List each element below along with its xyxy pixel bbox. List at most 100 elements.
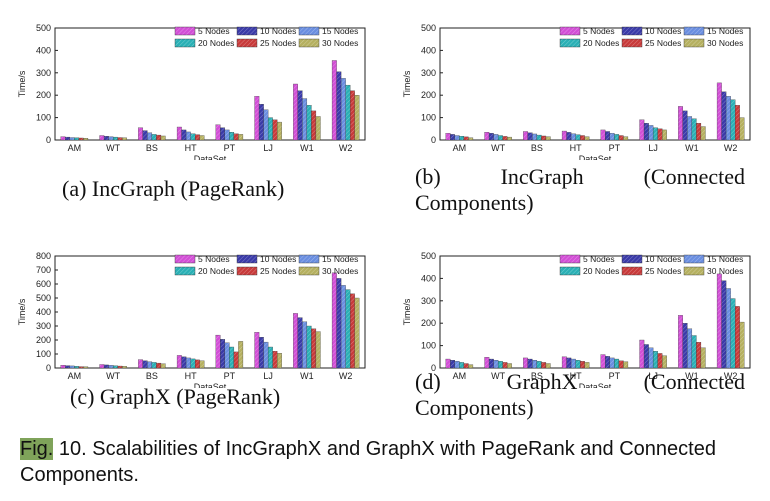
chart-panel-b: 0 100 200 300 400 500 Time/s AM WT BS HT PT LJ W1 W2 Da… [385, 0, 770, 160]
bar-AM-series-3 [459, 362, 465, 369]
bar-LJ-series-4 [657, 353, 663, 369]
x-tick-label: BS [146, 143, 158, 153]
bar-WT-series-1 [488, 133, 494, 141]
legend-swatch [559, 26, 581, 36]
bar-AM-series-2 [454, 361, 460, 369]
x-tick-label: WT [491, 143, 505, 153]
bar-WT-series-5 [507, 136, 512, 141]
bar-W2-series-1 [721, 91, 727, 141]
x-tick-label: AM [453, 371, 467, 381]
bar-PT-series-1 [605, 356, 611, 369]
bar-PT-series-5 [623, 361, 629, 369]
bar-BS-series-3 [151, 134, 157, 141]
bar-HT-series-2 [570, 133, 576, 141]
subcaption-a: (a) IncGraph (PageRank) [62, 176, 285, 201]
plot-frame [439, 27, 751, 141]
x-tick-label: HT [185, 143, 197, 153]
bar-HT-series-1 [566, 357, 572, 369]
bar-W1-series-4 [311, 328, 317, 369]
bar-LJ-series-5 [277, 121, 282, 141]
bar-W1-series-0 [678, 106, 683, 141]
bar-W1-series-2 [302, 98, 308, 141]
bar-LJ-series-0 [254, 96, 260, 141]
y-tick-label: 300 [421, 68, 436, 78]
legend-swatch [236, 254, 258, 264]
bar-W1-series-4 [696, 342, 702, 369]
x-tick-label: AM [453, 143, 467, 153]
figure-caption-text: 10. Scalabilities of IncGraphX and Graph… [20, 438, 716, 486]
bar-HT-series-5 [584, 136, 590, 141]
bar-W1-series-5 [700, 126, 706, 141]
y-tick-label: 500 [36, 293, 51, 303]
y-axis-label: Time/s [402, 70, 412, 97]
x-tick-label: PT [609, 371, 621, 381]
bar-WT-series-0 [484, 357, 490, 369]
legend-label: 5 Nodes [583, 254, 615, 264]
y-tick-label: 100 [421, 113, 436, 123]
bar-HT-series-4 [579, 361, 585, 369]
legend-swatch [621, 26, 643, 36]
x-tick-label: WT [106, 143, 120, 153]
bar-W1-series-3 [306, 105, 312, 141]
legend-label: 15 Nodes [707, 254, 743, 264]
y-tick-label: 500 [421, 251, 436, 261]
bar-W1-series-4 [311, 110, 317, 141]
bar-WT-series-3 [112, 136, 118, 141]
bar-AM-series-2 [454, 135, 460, 141]
y-tick-label: 300 [36, 68, 51, 78]
x-tick-label: PT [609, 143, 621, 153]
bar-W1-series-1 [682, 323, 688, 369]
bar-W2-series-1 [336, 278, 342, 369]
bar-HT-series-0 [176, 126, 182, 141]
bar-LJ-series-4 [272, 351, 278, 369]
legend-label: 30 Nodes [707, 266, 743, 276]
bar-PT-series-4 [233, 351, 239, 369]
legend-swatch [174, 254, 196, 264]
bar-PT-series-2 [609, 357, 615, 369]
y-tick-label: 500 [36, 23, 51, 33]
y-tick-label: 400 [36, 45, 51, 55]
legend-label: 25 Nodes [260, 38, 296, 48]
bar-AM-series-4 [78, 137, 84, 141]
x-axis-label: DataSet [194, 382, 227, 388]
bar-LJ-series-4 [272, 119, 278, 141]
legend-swatch [683, 38, 705, 48]
y-tick-label: 0 [46, 135, 51, 145]
legend-swatch [174, 38, 196, 48]
bar-W2-series-5 [354, 95, 360, 141]
bar-HT-series-1 [181, 356, 187, 369]
bar-PT-series-3 [614, 358, 620, 369]
plot-frame [54, 27, 366, 141]
legend-swatch [621, 254, 643, 264]
bar-HT-series-0 [176, 355, 182, 369]
bar-BS-series-3 [151, 362, 157, 369]
bar-LJ-series-5 [662, 355, 667, 369]
bar-W1-series-3 [691, 118, 697, 141]
plot-frame [439, 255, 751, 369]
bar-HT-series-4 [194, 359, 200, 369]
bar-WT-series-2 [493, 134, 499, 141]
x-tick-label: W2 [724, 371, 738, 381]
bar-W2-series-3 [730, 298, 736, 369]
chart-c: 0 100 200 300 400 500 600 700 800 Time/s AM WT BS HT P… [17, 251, 366, 388]
bar-W2-series-4 [734, 306, 740, 369]
bar-W1-series-2 [302, 321, 308, 369]
bar-BS-series-0 [138, 127, 143, 141]
bar-AM-series-0 [60, 136, 66, 141]
bar-PT-series-0 [600, 129, 606, 141]
bar-W1-series-3 [691, 335, 697, 369]
bar-LJ-series-0 [639, 119, 645, 141]
figure-caption: Fig. 10. Scalabilities of IncGraphX and … [20, 436, 760, 488]
y-tick-label: 200 [421, 318, 436, 328]
bar-AM-series-0 [445, 358, 451, 369]
subcaption-b: (b) IncGraph (Connected Components) [415, 164, 745, 215]
bar-WT-series-4 [117, 365, 123, 369]
bar-W2-series-5 [739, 321, 745, 369]
bar-W2-series-4 [734, 105, 740, 141]
legend-label: 10 Nodes [645, 254, 681, 264]
bar-PT-series-3 [229, 132, 235, 141]
bar-LJ-series-4 [657, 128, 663, 141]
bar-BS-series-1 [527, 358, 533, 369]
legend-label: 10 Nodes [260, 26, 296, 36]
bar-W1-series-3 [306, 325, 312, 369]
